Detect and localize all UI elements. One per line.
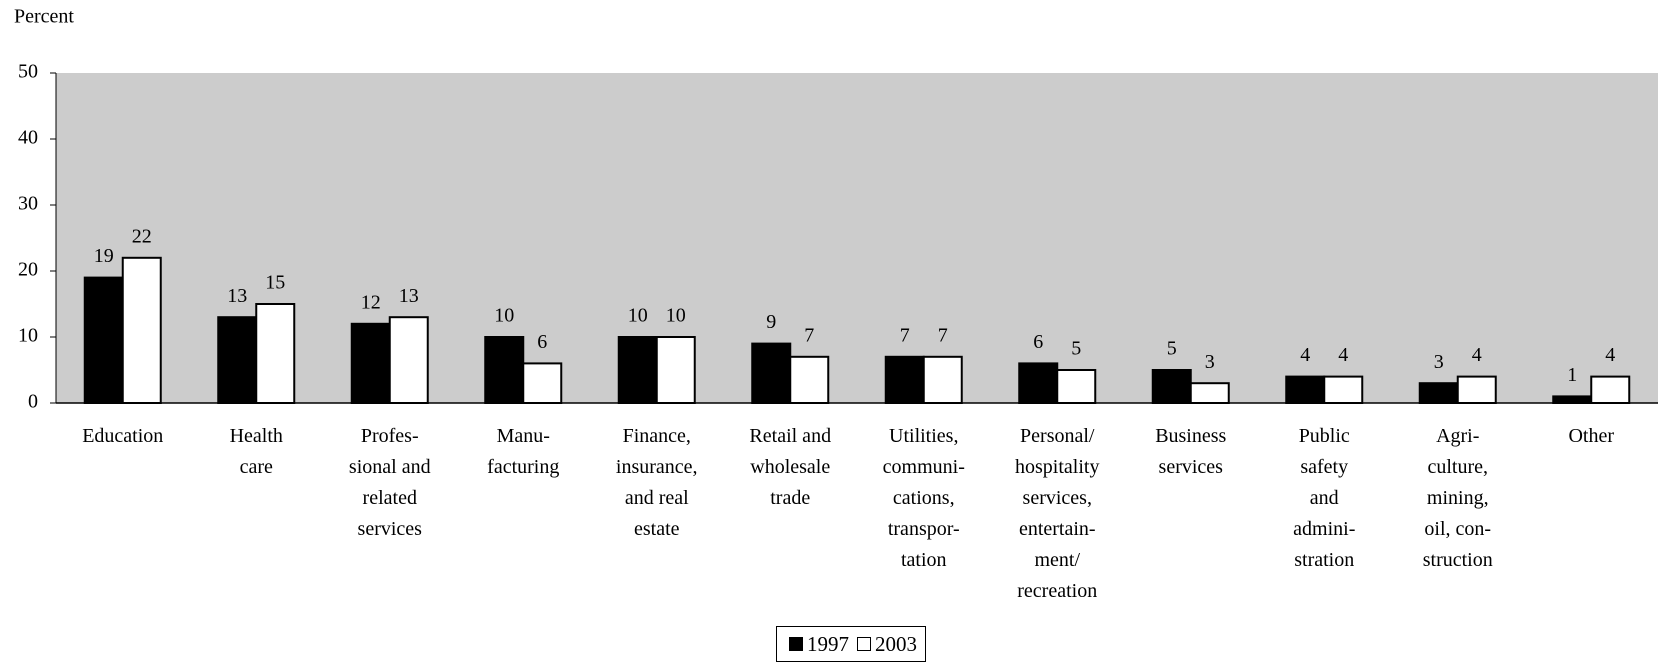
data-label: 4: [1338, 344, 1348, 366]
y-tick-label: 20: [18, 259, 38, 281]
bar: [484, 336, 525, 404]
bar: [1323, 375, 1364, 405]
bar: [884, 355, 925, 404]
bar: [751, 342, 792, 405]
bar: [1189, 382, 1230, 405]
x-tick-label: Education: [82, 425, 164, 447]
bar: [1552, 395, 1593, 404]
data-label: 15: [265, 272, 285, 294]
y-tick-label: 10: [18, 325, 38, 347]
legend-swatch: [789, 637, 803, 651]
legend-label: 2003: [875, 631, 917, 656]
data-label: 3: [1434, 351, 1444, 373]
x-tick-label: Agri- culture, mining, oil, con- structi…: [1422, 425, 1493, 571]
data-label: 5: [1071, 338, 1081, 360]
plot-area: [56, 73, 1658, 403]
bar: [1285, 375, 1326, 405]
data-label: 4: [1300, 344, 1310, 366]
data-label: 10: [628, 305, 648, 327]
y-tick-label: 40: [18, 127, 38, 149]
bar: [617, 336, 658, 404]
data-label: 7: [938, 324, 948, 346]
data-label: 13: [227, 285, 247, 307]
data-label: 22: [132, 225, 152, 247]
legend-label: 1997: [807, 631, 849, 656]
bar: [1590, 375, 1631, 405]
bar: [83, 276, 124, 405]
bar: [789, 355, 830, 404]
data-label: 7: [804, 324, 814, 346]
data-label: 7: [900, 324, 910, 346]
bar: [1456, 375, 1497, 405]
data-label: 4: [1605, 344, 1615, 366]
bar: [121, 256, 162, 404]
x-tick-label: Other: [1568, 425, 1615, 447]
data-label: 1: [1567, 364, 1577, 386]
data-label: 10: [494, 305, 514, 327]
y-tick-label: 0: [28, 391, 38, 413]
data-label: 12: [361, 291, 381, 313]
bar: [1018, 362, 1059, 404]
bar: [350, 322, 391, 404]
y-axis-label: Percent: [14, 6, 74, 28]
bar: [922, 355, 963, 404]
x-tick-label: Business services: [1155, 425, 1227, 478]
x-tick-label: Profes- sional and related services: [348, 425, 431, 540]
x-tick-label: Health care: [229, 425, 283, 478]
data-label: 5: [1167, 338, 1177, 360]
data-label: 6: [1033, 331, 1043, 353]
data-label: 6: [537, 331, 547, 353]
x-tick-label: Manu- facturing: [487, 425, 560, 478]
data-label: 3: [1205, 351, 1215, 373]
bar: [255, 303, 296, 404]
data-label: 19: [94, 245, 114, 267]
x-tick-label: Retail and wholesale trade: [749, 425, 832, 509]
data-label: 10: [666, 305, 686, 327]
x-tick-label: Personal/ hospitality services, entertai…: [1015, 425, 1100, 602]
data-label: 4: [1472, 344, 1482, 366]
data-label: 9: [766, 311, 776, 333]
data-label: 13: [399, 285, 419, 307]
y-tick-label: 50: [18, 61, 38, 83]
bar: [217, 316, 258, 405]
x-tick-label: Finance, insurance, and real estate: [615, 425, 698, 540]
legend-swatch: [857, 637, 871, 651]
bar: [522, 362, 563, 404]
legend: 1997 2003: [776, 626, 926, 662]
x-tick-label: Public safety and admini- stration: [1293, 425, 1356, 571]
y-tick-label: 30: [18, 193, 38, 215]
bar: [655, 336, 696, 404]
x-tick-label: Utilities, communi- cations, transpor- t…: [882, 425, 965, 571]
bar: [1151, 369, 1192, 404]
bar: [388, 316, 429, 405]
bar: [1056, 369, 1097, 404]
bar: [1418, 382, 1459, 405]
